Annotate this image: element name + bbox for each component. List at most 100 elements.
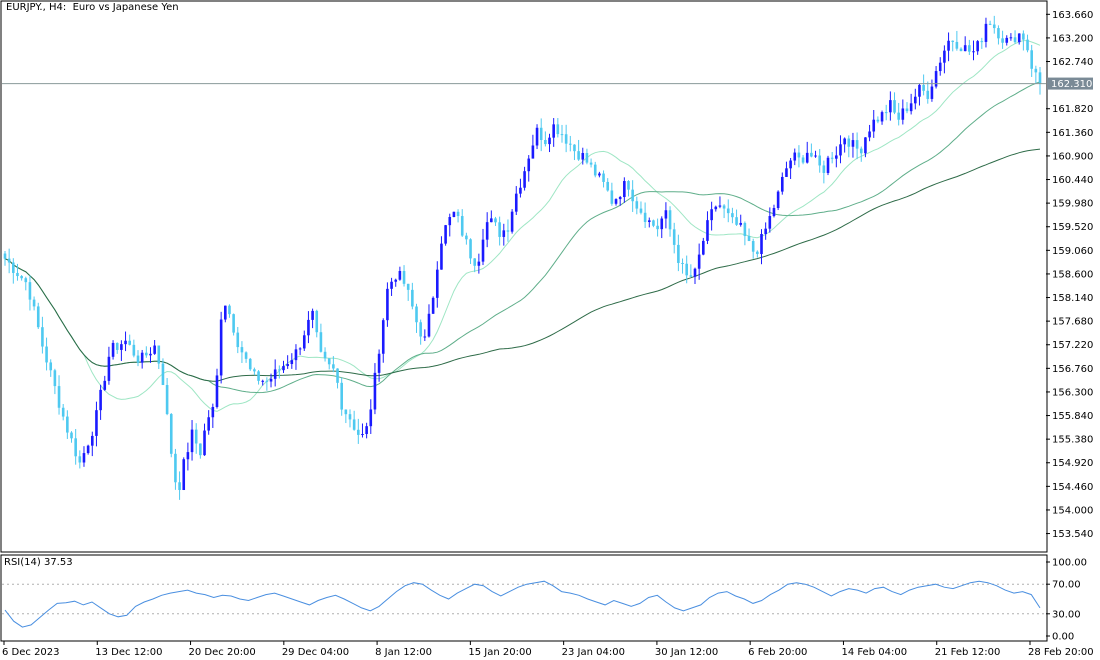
candle <box>215 368 219 409</box>
candle <box>826 155 830 176</box>
rsi-tick-label: 70.00 <box>1052 580 1081 591</box>
candle-body <box>16 272 19 277</box>
candle-body <box>228 305 231 315</box>
candle <box>535 124 539 150</box>
candle <box>585 148 589 165</box>
candle <box>714 205 718 212</box>
candle-body <box>618 197 622 200</box>
candle <box>643 202 647 228</box>
candle <box>531 134 535 159</box>
candle <box>647 217 651 228</box>
candle <box>988 20 992 26</box>
price-tick-label: 154.000 <box>1052 505 1093 516</box>
candle <box>822 160 826 184</box>
candle-body <box>598 173 601 176</box>
candle-body <box>302 335 306 349</box>
candle <box>228 304 231 318</box>
candle <box>681 258 684 274</box>
price-tick-label: 159.060 <box>1052 246 1093 257</box>
candle <box>115 342 119 354</box>
candle <box>959 47 963 52</box>
candle-body <box>685 263 688 276</box>
candle <box>573 144 576 161</box>
candle-body <box>689 275 693 277</box>
timeframe-label: H4 <box>48 2 63 13</box>
candle-body <box>469 239 472 259</box>
candle-body <box>639 208 643 213</box>
candle-body <box>3 253 7 259</box>
ma-slow-line <box>4 148 1041 382</box>
candle <box>627 180 630 197</box>
candle-body <box>61 407 65 417</box>
candle-body <box>922 84 925 91</box>
candle <box>149 347 152 363</box>
candle-body <box>153 345 156 354</box>
candle <box>178 471 181 500</box>
candle <box>90 431 94 457</box>
candle-body <box>805 152 809 163</box>
candle <box>278 365 281 379</box>
candle-body <box>756 251 759 255</box>
rsi-title: RSI(14) 37.53 <box>4 557 73 568</box>
candle <box>889 91 892 121</box>
rsi-series <box>4 580 1041 628</box>
candle-body <box>82 453 86 463</box>
candle <box>706 211 709 245</box>
candle <box>1005 35 1009 46</box>
candle <box>780 172 784 195</box>
candle <box>1038 66 1042 95</box>
candle-body <box>693 268 697 277</box>
candle <box>469 238 472 264</box>
candle <box>884 104 888 121</box>
candle <box>132 339 136 358</box>
candle-body <box>248 358 252 370</box>
candle <box>435 261 439 308</box>
candle <box>203 423 206 456</box>
candle <box>120 340 123 361</box>
candle-body <box>660 218 664 230</box>
candle <box>66 410 69 439</box>
candle-body <box>340 382 343 410</box>
candle-body <box>656 225 659 230</box>
candle <box>830 151 834 164</box>
candle-body <box>311 310 314 320</box>
candle-body <box>36 306 40 328</box>
candle-body <box>465 235 468 240</box>
candle <box>938 57 942 76</box>
current-price-tag-bg <box>1047 77 1093 90</box>
candle-body <box>905 108 909 112</box>
candle <box>760 229 763 265</box>
candle-body <box>124 340 127 345</box>
price-tick-label: 154.460 <box>1052 482 1093 493</box>
candle-body <box>460 216 464 236</box>
candle <box>477 253 481 274</box>
candle <box>423 329 427 342</box>
candle <box>12 258 15 284</box>
candle-body <box>498 222 501 237</box>
candle <box>41 316 44 354</box>
candle-body <box>855 140 859 149</box>
candle-body <box>897 112 900 120</box>
candle-body <box>444 225 447 244</box>
candle-body <box>232 314 235 333</box>
candle-body <box>934 71 938 87</box>
candle <box>373 363 377 415</box>
candle <box>473 258 476 273</box>
candle-body <box>893 100 896 113</box>
candle-body <box>406 283 410 290</box>
candle-body <box>207 417 210 431</box>
candle-body <box>585 153 589 163</box>
candle-body <box>830 157 834 159</box>
candle <box>53 368 57 395</box>
candle <box>635 196 639 215</box>
candle-body <box>294 349 298 361</box>
candle <box>7 248 11 274</box>
candle <box>593 161 597 178</box>
candle-body <box>992 24 996 29</box>
candle-body <box>527 158 531 172</box>
candle-body <box>710 209 713 221</box>
candle-body <box>955 41 959 49</box>
candle-body <box>485 222 489 240</box>
candle-body <box>1001 38 1004 43</box>
